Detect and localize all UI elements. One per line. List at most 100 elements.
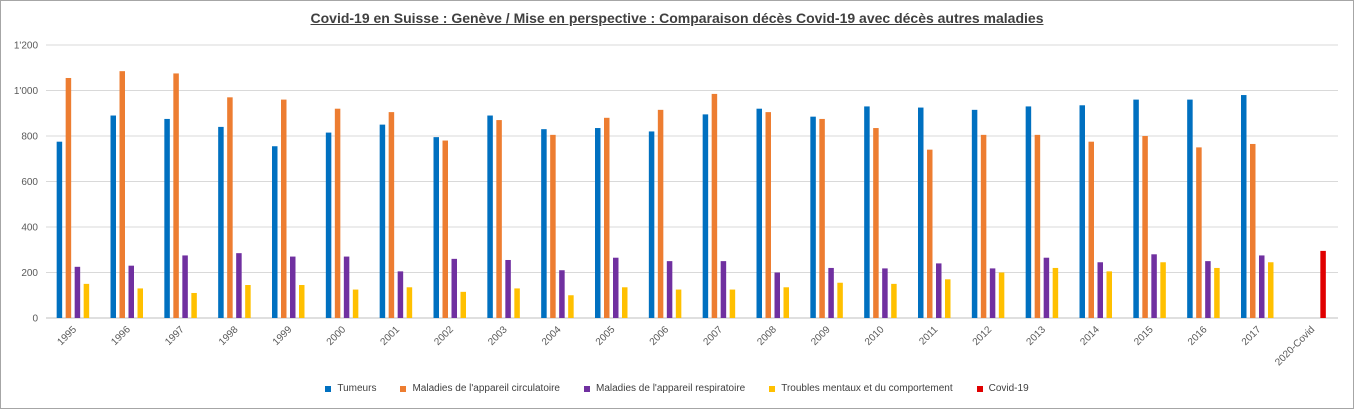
x-tick-label: 1999	[271, 324, 295, 348]
x-tick-label: 1998	[217, 324, 241, 348]
x-tick-label: 2005	[594, 324, 618, 348]
x-tick-label: 2015	[1132, 324, 1156, 348]
bar-maladies-de-l-appareil-circulatoire-1998	[227, 97, 233, 318]
legend-label: Maladies de l'appareil respiratoire	[596, 383, 746, 394]
legend-swatch	[769, 385, 776, 392]
bar-maladies-de-l-appareil-circulatoire-2002	[442, 140, 448, 318]
bar-maladies-de-l-appareil-respiratoire-2014	[1097, 262, 1103, 318]
bar-maladies-de-l-appareil-respiratoire-2015	[1151, 254, 1157, 318]
x-tick-label: 2012	[971, 324, 995, 348]
bar-troubles-mentaux-et-du-comportement-2010	[891, 283, 897, 318]
bar-maladies-de-l-appareil-circulatoire-2001	[388, 112, 395, 318]
bar-tumeurs-2010	[864, 106, 870, 318]
legend-label: Covid-19	[988, 383, 1029, 394]
bar-troubles-mentaux-et-du-comportement-1995	[83, 283, 90, 318]
bar-maladies-de-l-appareil-circulatoire-1999	[281, 99, 287, 318]
x-tick-label: 2006	[648, 324, 672, 348]
bar-tumeurs-1996	[110, 115, 116, 319]
x-tick-label: 2020-Covid	[1273, 324, 1317, 368]
legend-item: Covid-19	[976, 383, 1029, 394]
bar-troubles-mentaux-et-du-comportement-2006	[675, 289, 682, 318]
legend-item: Maladies de l'appareil respiratoire	[584, 383, 745, 394]
bar-maladies-de-l-appareil-respiratoire-2009	[828, 267, 834, 318]
bar-tumeurs-2001	[379, 124, 386, 318]
bar-maladies-de-l-appareil-circulatoire-2017	[1250, 143, 1256, 318]
bar-maladies-de-l-appareil-respiratoire-2005	[613, 257, 619, 318]
bar-maladies-de-l-appareil-circulatoire-2006	[657, 109, 664, 319]
bar-maladies-de-l-appareil-respiratoire-1995	[74, 266, 81, 318]
bar-troubles-mentaux-et-du-comportement-2004	[568, 295, 574, 318]
bars	[56, 71, 1326, 319]
bar-tumeurs-2008	[756, 108, 762, 318]
bar-troubles-mentaux-et-du-comportement-2002	[460, 291, 466, 318]
bar-tumeurs-2007	[702, 114, 709, 318]
y-tick-label: 0	[32, 314, 38, 325]
bar-troubles-mentaux-et-du-comportement-2007	[729, 289, 736, 318]
x-tick-label: 1995	[56, 324, 80, 348]
bar-tumeurs-2012	[971, 109, 978, 319]
bar-maladies-de-l-appareil-respiratoire-2016	[1205, 261, 1211, 318]
legend-item: Maladies de l'appareil circulatoire	[400, 383, 560, 394]
bar-tumeurs-2017	[1241, 95, 1247, 318]
chart-title: Covid-19 en Suisse : Genève / Mise en pe…	[310, 10, 1044, 26]
x-tick-label: 2010	[863, 324, 887, 348]
legend-label: Tumeurs	[337, 383, 377, 394]
bar-tumeurs-2002	[433, 137, 439, 318]
x-tick-label: 1997	[163, 324, 187, 348]
x-tick-label: 2011	[917, 324, 940, 347]
bar-maladies-de-l-appareil-circulatoire-1995	[65, 77, 72, 318]
bar-maladies-de-l-appareil-respiratoire-2002	[451, 258, 457, 318]
bar-troubles-mentaux-et-du-comportement-1997	[191, 292, 197, 318]
bar-maladies-de-l-appareil-respiratoire-2013	[1043, 257, 1050, 318]
bar-troubles-mentaux-et-du-comportement-2014	[1106, 271, 1112, 318]
bar-maladies-de-l-appareil-circulatoire-2016	[1196, 147, 1202, 318]
bar-troubles-mentaux-et-du-comportement-2009	[837, 282, 843, 318]
bar-maladies-de-l-appareil-respiratoire-2007	[720, 261, 727, 318]
bar-maladies-de-l-appareil-respiratoire-2011	[936, 263, 942, 318]
y-tick-label: 600	[21, 177, 38, 188]
y-tick-label: 200	[21, 268, 38, 279]
x-tick-label: 2001	[379, 324, 403, 348]
bar-maladies-de-l-appareil-circulatoire-2015	[1142, 136, 1148, 318]
bar-tumeurs-2015	[1133, 99, 1139, 318]
x-tick-label: 2007	[702, 324, 726, 348]
bar-troubles-mentaux-et-du-comportement-2012	[998, 272, 1005, 318]
bar-troubles-mentaux-et-du-comportement-2015	[1160, 262, 1166, 318]
y-tick-label: 1'000	[14, 86, 39, 97]
bar-tumeurs-1998	[218, 126, 224, 319]
bar-tumeurs-2016	[1187, 99, 1193, 318]
legend-item: Tumeurs	[325, 383, 376, 394]
bar-tumeurs-2006	[648, 131, 655, 318]
legend-swatch	[325, 385, 332, 392]
bar-maladies-de-l-appareil-respiratoire-1997	[182, 255, 188, 318]
legend-label: Maladies de l'appareil circulatoire	[412, 383, 560, 394]
bar-tumeurs-2003	[487, 115, 493, 319]
legend-swatch	[976, 385, 983, 392]
bar-maladies-de-l-appareil-respiratoire-2003	[505, 259, 511, 318]
bar-maladies-de-l-appareil-respiratoire-2008	[774, 272, 780, 318]
x-axis-ticks: 1995 1996 1997 1998 1999 2000 2001 2002 2003 2004…	[56, 324, 1318, 368]
bar-maladies-de-l-appareil-circulatoire-1996	[119, 71, 125, 318]
legend-swatch	[584, 385, 590, 392]
bar-tumeurs-2014	[1079, 105, 1085, 318]
bar-maladies-de-l-appareil-respiratoire-2000	[343, 256, 350, 318]
y-tick-label: 400	[21, 223, 38, 234]
bar-maladies-de-l-appareil-circulatoire-2005	[604, 117, 610, 318]
x-tick-label: 2013	[1025, 324, 1049, 348]
bar-maladies-de-l-appareil-circulatoire-2000	[334, 108, 341, 318]
bar-maladies-de-l-appareil-respiratoire-2001	[397, 271, 404, 318]
x-tick-label: 2002	[432, 324, 456, 348]
bar-covid-19-2020-Covid	[1320, 250, 1326, 318]
legend-swatch	[400, 385, 407, 392]
bar-troubles-mentaux-et-du-comportement-2013	[1052, 267, 1059, 318]
bar-tumeurs-1997	[164, 118, 170, 318]
bar-tumeurs-2013	[1025, 106, 1032, 318]
y-axis-ticks: 0 200 400 600 800 1'000 1'200	[14, 41, 39, 325]
bar-troubles-mentaux-et-du-comportement-2000	[352, 289, 359, 318]
bar-maladies-de-l-appareil-respiratoire-2010	[882, 268, 888, 318]
bar-maladies-de-l-appareil-circulatoire-2012	[980, 134, 987, 318]
bar-maladies-de-l-appareil-circulatoire-1997	[173, 73, 179, 318]
bar-troubles-mentaux-et-du-comportement-2001	[406, 287, 413, 318]
bar-troubles-mentaux-et-du-comportement-1996	[137, 288, 143, 318]
